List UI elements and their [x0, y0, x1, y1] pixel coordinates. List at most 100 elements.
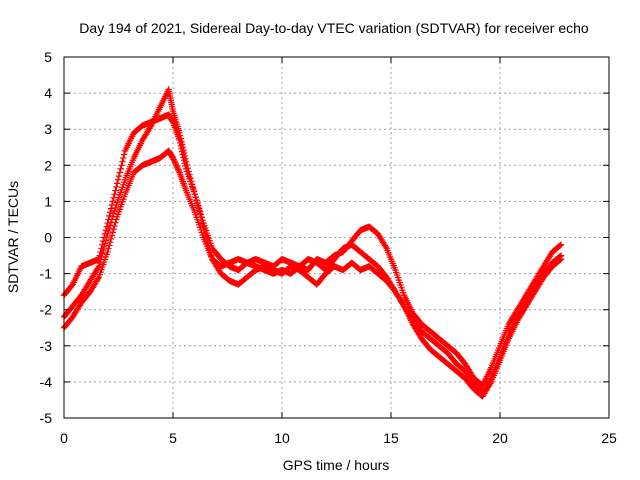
y-tick-label: 5 [44, 49, 52, 65]
data-point-fill [102, 237, 110, 244]
data-point-fill [111, 222, 118, 230]
data-point-fill [120, 151, 128, 158]
data-point-fill [96, 259, 103, 267]
data-point-fill [180, 149, 188, 157]
data-point-fill [99, 250, 106, 257]
data-point-fill [109, 229, 117, 236]
x-tick-labels: 0 5 10 15 20 25 [60, 430, 617, 446]
data-point-fill [194, 200, 201, 208]
data-point-fill [107, 235, 115, 243]
data-point-fill [112, 219, 119, 226]
data-point-fill [117, 165, 124, 173]
data-point-fill [94, 275, 102, 282]
data-point-fill [178, 141, 186, 148]
data-point-fill [107, 205, 115, 212]
data-point-fill [173, 162, 180, 169]
data-point-fill [115, 172, 123, 180]
data-point-fill [111, 207, 118, 214]
y-tick-label: -5 [40, 410, 53, 426]
y-tick-label: -4 [40, 374, 53, 390]
data-point-fill [173, 163, 181, 170]
data-point [169, 154, 177, 162]
data-point-fill [190, 187, 198, 195]
data-point [557, 255, 565, 263]
data-point-fill [107, 222, 114, 229]
y-tick-label: 3 [44, 121, 52, 137]
data-point-fill [556, 256, 564, 264]
data-point-fill [189, 184, 197, 191]
data-point-fill [199, 220, 206, 227]
y-tick-label: -1 [40, 266, 53, 282]
data-point-fill [175, 166, 182, 173]
data-point-fill [179, 144, 187, 151]
data-point-fill [116, 169, 124, 176]
data-point-fill [106, 212, 113, 220]
x-tick-label: 25 [601, 430, 617, 446]
data-point-fill [94, 264, 102, 272]
data-point-fill [170, 156, 177, 163]
data-point [104, 248, 111, 256]
data-point-fill [175, 167, 183, 175]
data-point-fill [196, 210, 204, 217]
data-point-fill [109, 198, 117, 205]
data-point-fill [106, 224, 113, 232]
data-point-fill [105, 245, 112, 252]
data-point-fill [108, 232, 116, 239]
y-tick-label: 2 [44, 157, 52, 173]
y-tick-label: 4 [44, 85, 52, 101]
x-tick-label: 10 [274, 430, 290, 446]
data-point-fill [106, 242, 113, 249]
data-point-fill [186, 171, 193, 178]
data-point-fill [101, 240, 109, 247]
data-point-fill [111, 190, 118, 198]
data-point-fill [112, 187, 119, 194]
data-point-fill [112, 204, 119, 212]
data-point-fill [556, 242, 564, 249]
data-point [557, 241, 565, 248]
data-point-fill [188, 181, 196, 188]
data-point [182, 158, 190, 165]
data-point-fill [174, 164, 181, 172]
data-point-fill [400, 301, 407, 308]
x-tick-label: 15 [383, 430, 399, 446]
data-point-fill [192, 194, 199, 201]
data-point [104, 230, 111, 238]
y-axis-label: SDTVAR / TECUs [5, 181, 21, 293]
data-point-fill [107, 209, 114, 216]
data-point-fill [180, 146, 187, 154]
data-point [113, 183, 120, 191]
data-point-fill [107, 238, 114, 246]
data-point-fill [177, 135, 185, 142]
data-point-fill [171, 157, 178, 165]
data-point-fill [382, 243, 389, 251]
x-tick-label: 0 [60, 430, 68, 446]
x-tick-label: 5 [169, 430, 177, 446]
data-point-fill [183, 161, 191, 169]
data-point-fill [118, 162, 125, 169]
y-tick-labels: -5 -4 -3 -2 -1 0 1 2 3 4 5 [40, 49, 53, 426]
grid-lines [64, 57, 609, 418]
data-point-fill [185, 168, 192, 175]
y-tick-label: -2 [40, 302, 53, 318]
data-point-fill [147, 123, 154, 131]
data-point-fill [187, 174, 194, 182]
data-point-fill [113, 180, 121, 187]
data-point-fill [119, 158, 126, 165]
x-axis-label: GPS time / hours [283, 457, 390, 473]
data-point [200, 223, 207, 230]
series-track-b [60, 86, 565, 396]
data-point-fill [184, 164, 192, 172]
data-point-fill [105, 227, 112, 235]
data-point [95, 263, 103, 270]
y-tick-label: 1 [44, 193, 52, 209]
data-point-fill [178, 138, 185, 145]
axis-ticks [63, 56, 610, 419]
data-point-fill [114, 176, 122, 183]
data-point-fill [103, 233, 110, 241]
data-point-fill [100, 243, 108, 251]
data-point-fill [110, 210, 117, 217]
data-point [176, 129, 183, 137]
data-point-fill [182, 155, 189, 163]
chart-title: Day 194 of 2021, Sidereal Day-to-day VTE… [79, 20, 589, 36]
